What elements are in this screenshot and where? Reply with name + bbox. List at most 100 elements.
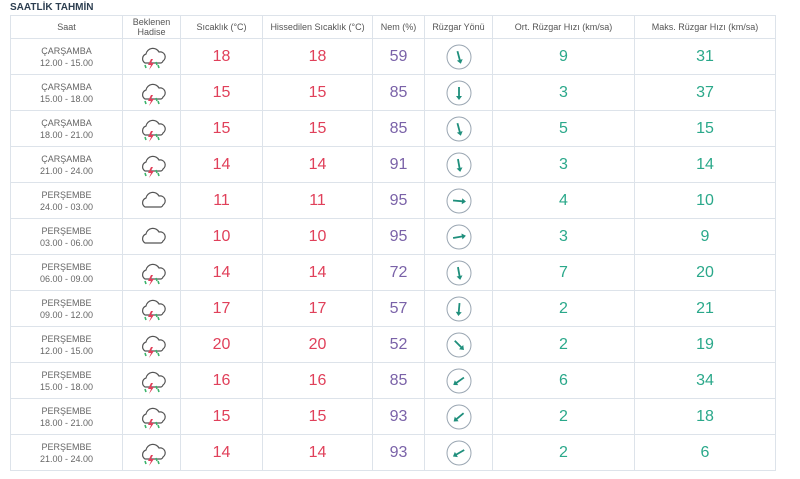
bolt — [147, 310, 154, 322]
temperature: 14 — [180, 254, 263, 291]
arrow-head — [460, 233, 466, 239]
time-label: 12.00 - 15.00 — [39, 57, 94, 68]
day-label: PERŞEMBE — [41, 369, 92, 380]
header-row: Saat Beklenen Hadise Sıcaklık (°C) Hissedil… — [10, 15, 776, 39]
feels-like: 15 — [262, 398, 373, 435]
wind-direction-cell — [424, 326, 493, 363]
arrow-head — [456, 274, 462, 280]
wind-arrow — [452, 448, 465, 457]
temperature: 14 — [180, 434, 263, 471]
arrow-head — [452, 451, 458, 457]
bolt — [147, 58, 154, 70]
cloud — [141, 335, 166, 352]
wind-direction-icon — [446, 260, 471, 285]
wind-direction-cell — [424, 182, 493, 219]
temperature: 18 — [180, 38, 263, 75]
avg-wind: 2 — [492, 434, 635, 471]
day-label: PERŞEMBE — [41, 333, 92, 344]
wind-direction-icon — [446, 296, 471, 321]
bolt — [147, 418, 154, 430]
arrow-head — [453, 416, 459, 421]
time-label: 21.00 - 24.00 — [39, 453, 94, 464]
time-label: 12.00 - 15.00 — [39, 345, 94, 356]
drops — [143, 169, 160, 176]
weather-icon — [141, 263, 166, 286]
cloud — [141, 191, 166, 208]
forecast-table: Saat Beklenen Hadise Sıcaklık (°C) Hissedil… — [10, 15, 776, 471]
max-wind: 9 — [634, 218, 776, 255]
humidity: 57 — [372, 290, 425, 327]
cloud — [141, 47, 166, 64]
avg-wind: 6 — [492, 362, 635, 399]
feels-like: 14 — [262, 146, 373, 183]
wind-direction-cell — [424, 38, 493, 75]
humidity: 95 — [372, 182, 425, 219]
feels-like: 20 — [262, 326, 373, 363]
wind-arrow — [455, 86, 462, 100]
wind-direction-icon — [446, 44, 471, 69]
bolt — [147, 166, 154, 178]
feels-like: 15 — [262, 74, 373, 111]
cloud — [141, 371, 166, 388]
weather-cell — [122, 110, 181, 147]
weather-cell — [122, 254, 181, 291]
avg-wind: 2 — [492, 326, 635, 363]
time-label: 24.00 - 03.00 — [39, 201, 94, 212]
day-label: ÇARŞAMBA — [41, 153, 92, 164]
wind-arrow — [456, 158, 462, 172]
wind-direction-icon — [446, 332, 471, 357]
temperature: 16 — [180, 362, 263, 399]
temperature: 10 — [180, 218, 263, 255]
weather-icon — [141, 227, 166, 244]
weather-cell — [122, 398, 181, 435]
humidity: 91 — [372, 146, 425, 183]
humidity: 93 — [372, 434, 425, 471]
wind-arrow — [455, 302, 462, 316]
cloud — [141, 443, 166, 460]
humidity: 85 — [372, 74, 425, 111]
time-cell: ÇARŞAMBA 21.00 - 24.00 — [10, 146, 123, 183]
humidity: 85 — [372, 110, 425, 147]
wind-direction-cell — [424, 146, 493, 183]
wind-arrow — [453, 411, 464, 421]
table-row: PERŞEMBE 06.00 - 09.00 14 14 72 7 20 — [10, 254, 776, 291]
wind-arrow — [452, 197, 466, 204]
wind-direction-cell — [424, 434, 493, 471]
weather-cell — [122, 290, 181, 327]
table-row: PERŞEMBE 12.00 - 15.00 20 20 52 2 19 — [10, 326, 776, 363]
table-row: PERŞEMBE 03.00 - 06.00 10 10 95 3 9 — [10, 218, 776, 255]
arrow-head — [458, 344, 464, 350]
time-cell: ÇARŞAMBA 12.00 - 15.00 — [10, 38, 123, 75]
bolt — [147, 346, 154, 358]
humidity: 93 — [372, 398, 425, 435]
weather-icon — [141, 155, 166, 178]
table-row: PERŞEMBE 24.00 - 03.00 11 11 95 4 10 — [10, 182, 776, 219]
temperature: 11 — [180, 182, 263, 219]
bolt — [147, 130, 154, 142]
time-cell: PERŞEMBE 18.00 - 21.00 — [10, 398, 123, 435]
wind-arrow — [456, 50, 463, 64]
weather-icon — [141, 47, 166, 70]
table-row: PERŞEMBE 09.00 - 12.00 17 17 57 2 21 — [10, 290, 776, 327]
drops — [143, 313, 160, 320]
max-wind: 37 — [634, 74, 776, 111]
feels-like: 15 — [262, 110, 373, 147]
column-header: Beklenen Hadise — [122, 15, 181, 39]
cloud — [141, 227, 166, 244]
table-row: PERŞEMBE 18.00 - 21.00 15 15 93 2 18 — [10, 398, 776, 435]
feels-like: 14 — [262, 254, 373, 291]
humidity: 95 — [372, 218, 425, 255]
wind-direction-cell — [424, 110, 493, 147]
day-label: PERŞEMBE — [41, 441, 92, 452]
weather-icon — [141, 191, 166, 208]
drops — [143, 277, 160, 284]
cloud — [141, 119, 166, 136]
time-label: 06.00 - 09.00 — [39, 273, 94, 284]
arrow-head — [456, 166, 462, 172]
table-row: PERŞEMBE 15.00 - 18.00 16 16 85 6 34 — [10, 362, 776, 399]
wind-direction-icon — [446, 368, 471, 393]
avg-wind: 2 — [492, 398, 635, 435]
weather-cell — [122, 74, 181, 111]
wind-direction-cell — [424, 290, 493, 327]
